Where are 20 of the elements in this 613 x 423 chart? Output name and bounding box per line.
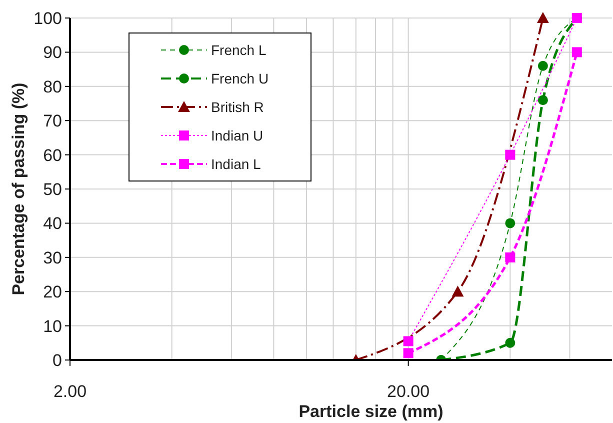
y-tick-label: 60 (43, 146, 62, 165)
y-tick-label: 20 (43, 282, 62, 302)
y-tick-label: 30 (43, 248, 62, 268)
legend-label: French L (211, 42, 266, 58)
y-axis-title: Percentage of passing (%) (9, 82, 28, 296)
y-tick-label: 50 (43, 180, 62, 199)
legend-label: Indian U (211, 128, 264, 144)
y-tick-label: 10 (43, 316, 62, 336)
y-tick-label: 80 (43, 77, 62, 96)
legend-label: French U (211, 70, 269, 86)
y-tick-label: 70 (43, 112, 62, 131)
legend-label: Indian L (211, 156, 262, 172)
x-tick-label: 2.00 (53, 382, 87, 401)
y-tick-label: 100 (34, 9, 62, 28)
legend-label: British R (211, 99, 264, 115)
y-tick-label: 40 (43, 214, 62, 234)
y-tick-label: 0 (52, 351, 62, 370)
x-tick-label: 20.00 (387, 382, 430, 401)
y-tick-label: 90 (43, 43, 62, 62)
x-axis-title: Particle size (mm) (298, 402, 444, 421)
